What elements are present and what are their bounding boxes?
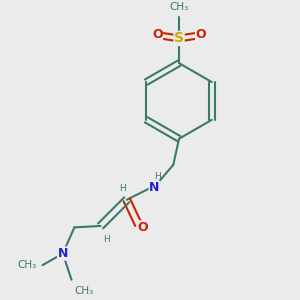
Text: H: H	[119, 184, 126, 193]
Text: CH₃: CH₃	[17, 260, 37, 270]
Text: N: N	[58, 247, 68, 260]
Text: O: O	[196, 28, 206, 40]
Text: H: H	[103, 235, 110, 244]
Text: CH₃: CH₃	[169, 2, 189, 12]
Text: O: O	[137, 221, 148, 234]
Text: S: S	[174, 32, 184, 45]
Text: N: N	[149, 181, 160, 194]
Text: CH₃: CH₃	[74, 286, 94, 296]
Text: H: H	[154, 172, 160, 181]
Text: O: O	[152, 28, 163, 40]
